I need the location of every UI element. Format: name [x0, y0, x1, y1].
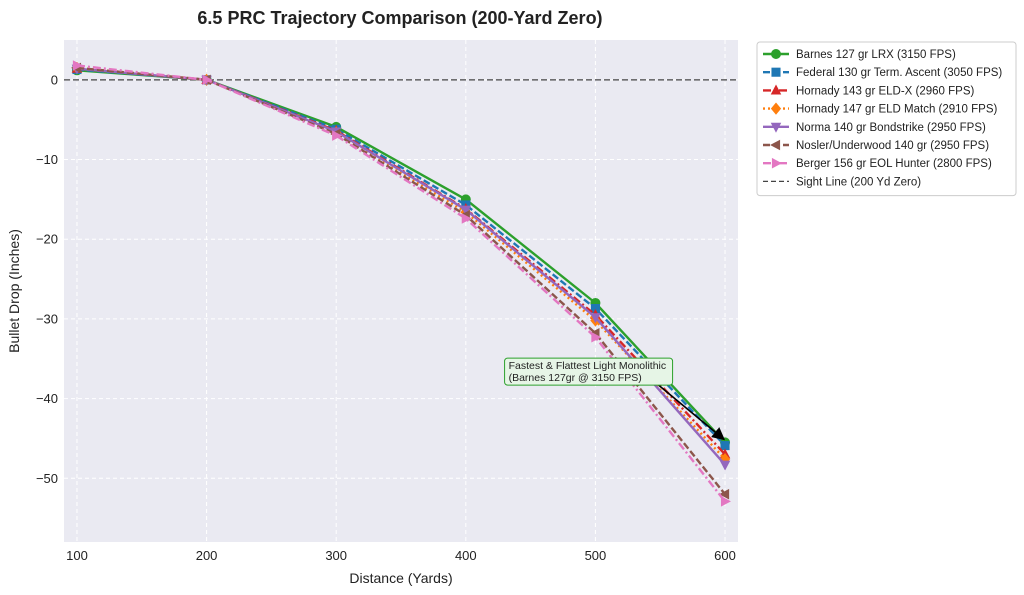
legend-entry: Sight Line (200 Yd Zero) [763, 176, 921, 188]
x-tick-label: 200 [196, 548, 218, 563]
data-point [332, 130, 343, 141]
legend-label: Berger 156 gr EOL Hunter (2800 FPS) [796, 158, 992, 170]
legend-entry: Nosler/Underwood 140 gr (2950 FPS) [763, 139, 989, 152]
legend-entry: Barnes 127 gr LRX (3150 FPS) [763, 49, 956, 61]
legend-box [756, 41, 1017, 197]
y-axis-label: Bullet Drop (Inches) [6, 229, 22, 353]
x-tick-label: 600 [714, 548, 736, 563]
annotation-arrow [658, 384, 726, 441]
data-point [460, 205, 472, 216]
legend-marker [770, 102, 782, 115]
legend-marker [771, 49, 782, 60]
data-point [72, 60, 83, 71]
annotation-box [504, 357, 674, 386]
data-point [719, 460, 731, 471]
y-axis-ticks: 0 −10 −20 −30 −40 −50 [36, 72, 58, 485]
legend-marker [771, 157, 782, 169]
data-point [461, 213, 472, 224]
legend-label: Barnes 127 gr LRX (3150 FPS) [796, 49, 956, 61]
data-point [590, 313, 601, 324]
x-tick-label: 400 [455, 548, 477, 563]
annotation: Fastest & Flattest Light Monolithic (Bar… [504, 357, 726, 441]
y-tick-label: −10 [36, 152, 58, 167]
y-tick-label: −40 [36, 391, 58, 406]
legend-marker [770, 122, 782, 133]
legend-entry: Berger 156 gr EOL Hunter (2800 FPS) [763, 157, 992, 170]
legend: Barnes 127 gr LRX (3150 FPS) Federal 130 … [756, 41, 1017, 197]
legend-entry: Norma 140 gr Bondstrike (2950 FPS) [763, 122, 986, 134]
y-tick-label: 0 [51, 72, 58, 87]
legend-marker [770, 139, 781, 151]
series-line [76, 68, 726, 447]
x-axis-label: Distance (Yards) [349, 570, 452, 586]
x-axis-ticks: 100 200 300 400 500 600 [66, 548, 736, 563]
legend-label: Norma 140 gr Bondstrike (2950 FPS) [796, 122, 986, 134]
chart-title: 6.5 PRC Trajectory Comparison (200-Yard … [197, 8, 602, 28]
legend-entry: Hornady 143 gr ELD-X (2960 FPS) [763, 84, 975, 97]
data-point [591, 331, 602, 343]
x-tick-label: 300 [325, 548, 347, 563]
legend-label: Sight Line (200 Yd Zero) [796, 176, 921, 188]
y-tick-label: −50 [36, 471, 58, 486]
legend-label: Hornady 143 gr ELD-X (2960 FPS) [796, 85, 975, 97]
legend-entry: Federal 130 gr Term. Ascent (3050 FPS) [763, 67, 1002, 79]
x-tick-label: 100 [66, 548, 88, 563]
legend-marker [770, 84, 782, 95]
annotation-line-1: Fastest & Flattest Light Monolithic [509, 360, 667, 372]
plot-area [64, 40, 738, 542]
y-tick-label: −20 [36, 232, 58, 247]
x-tick-label: 500 [585, 548, 607, 563]
legend-label: Nosler/Underwood 140 gr (2950 FPS) [796, 140, 989, 152]
data-point [202, 74, 213, 86]
legend-label: Hornady 147 gr ELD Match (2910 FPS) [796, 104, 998, 116]
data-point [720, 496, 731, 507]
legend-entry: Hornady 147 gr ELD Match (2910 FPS) [763, 102, 998, 116]
legend-marker [771, 67, 781, 77]
data-point [719, 488, 730, 500]
legend-label: Federal 130 gr Term. Ascent (3050 FPS) [796, 67, 1002, 79]
y-tick-label: −30 [36, 311, 58, 326]
series-line [76, 66, 726, 460]
annotation-line-2: (Barnes 127gr @ 3150 FPS) [509, 372, 642, 384]
